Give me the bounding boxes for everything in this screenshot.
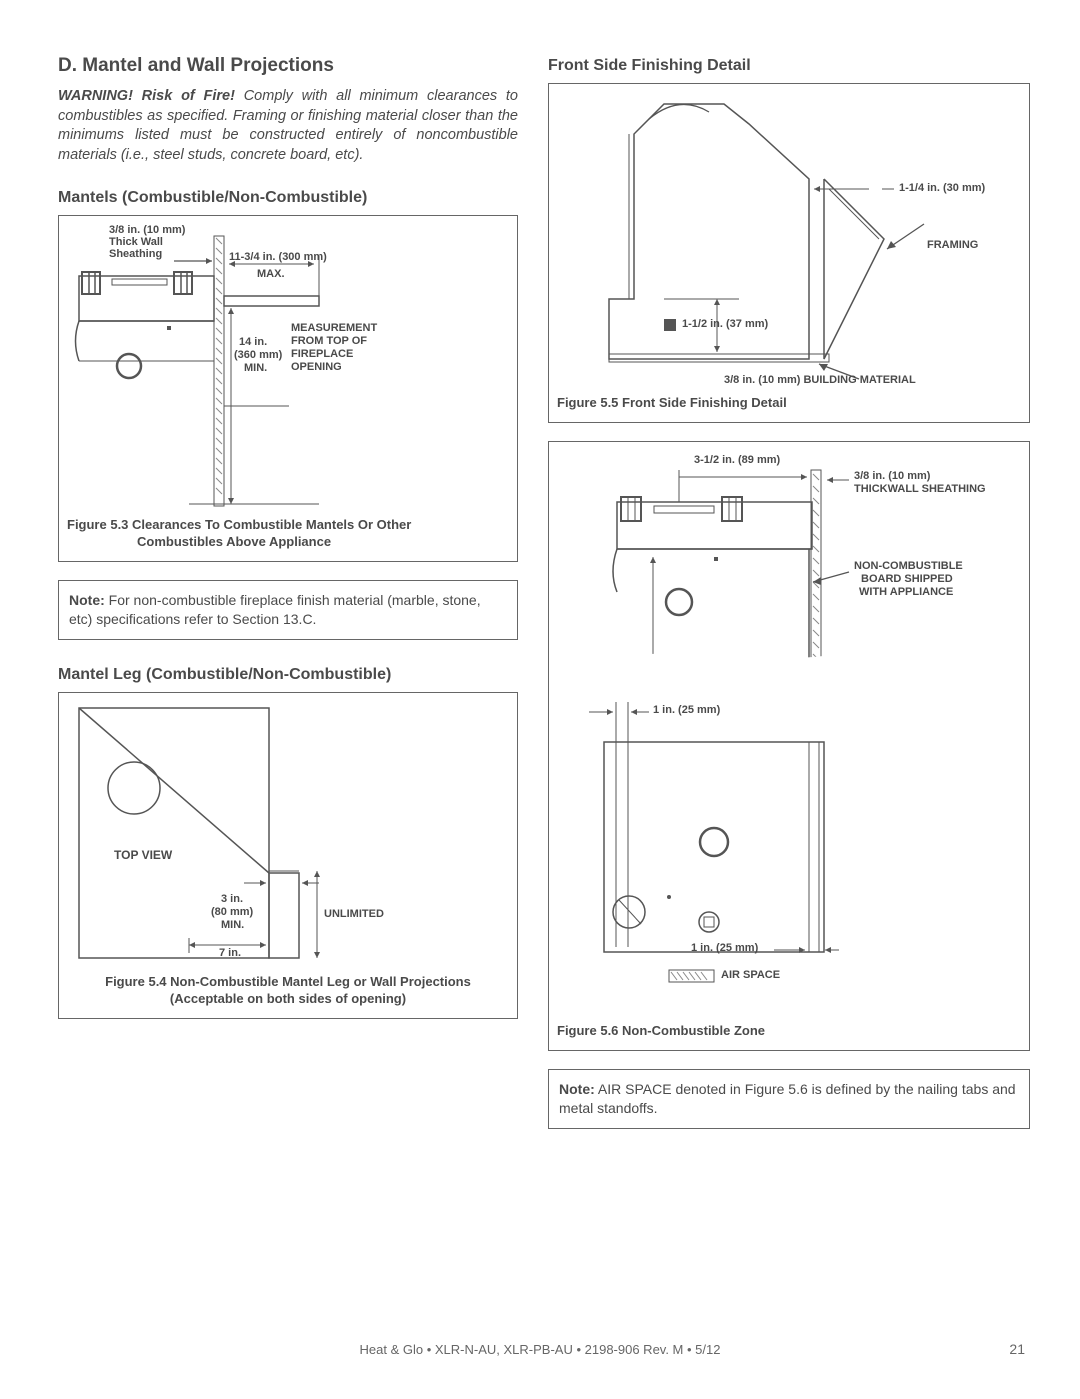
page-footer: Heat & Glo • XLR-N-AU, XLR-PB-AU • 2198-… — [0, 1342, 1080, 1357]
fig53-max: MAX. — [257, 268, 285, 280]
figure-5-6: 3-1/2 in. (89 mm) 3/8 in. (10 mm) THICKW… — [548, 441, 1030, 1051]
left-column: D. Mantel and Wall Projections WARNING! … — [58, 55, 518, 1155]
fig53-diagram: 3/8 in. (10 mm) Thick Wall Sheathing 11-… — [59, 216, 517, 511]
fig55-dim1: 1-1/4 in. (30 mm) — [899, 182, 985, 194]
fig55-dim2: 1-1/2 in. (37 mm) — [682, 318, 768, 330]
fig54-topview: TOP VIEW — [114, 848, 172, 862]
fig56-lbl3: WITH APPLIANCE — [859, 586, 953, 598]
fig55-diagram: 1-1/4 in. (30 mm) FRAMING 1-1/2 in. (37 … — [549, 84, 1029, 389]
fig54-caption: Figure 5.4 Non-Combustible Mantel Leg or… — [105, 974, 471, 989]
note1-label: Note: — [69, 592, 105, 608]
mantel-leg-heading: Mantel Leg (Combustible/Non-Combustible) — [58, 666, 518, 684]
note2-label: Note: — [559, 1081, 595, 1097]
fig56-svg — [549, 442, 1019, 1017]
fig53-meas2: FROM TOP OF — [291, 335, 367, 347]
warning-label: WARNING! Risk of Fire! — [58, 88, 235, 104]
fig56-dim3: 1 in. (25 mm) — [653, 704, 720, 716]
figure-5-4: TOP VIEW 3 in. (80 mm) MIN. UNLIMITED 7 … — [58, 692, 518, 1019]
fig53-min: MIN. — [244, 362, 267, 374]
note-1: Note: For non-combustible fireplace fini… — [58, 580, 518, 640]
fig56-caption: Figure 5.6 Non-Combustible Zone — [549, 1017, 1029, 1050]
fig53-meas1: MEASUREMENT — [291, 322, 377, 334]
fig53-maxdim: 11-3/4 in. (300 mm) — [229, 251, 327, 263]
figure-5-5: 1-1/4 in. (30 mm) FRAMING 1-1/2 in. (37 … — [548, 83, 1030, 423]
fig54-dim1a: 3 in. — [221, 893, 243, 905]
front-side-heading: Front Side Finishing Detail — [548, 57, 1030, 75]
note-2: Note: AIR SPACE denoted in Figure 5.6 is… — [548, 1069, 1030, 1129]
fig53-sheath2: Thick Wall — [109, 236, 163, 248]
fig53-sheath1: 3/8 in. (10 mm) — [109, 224, 185, 236]
right-column: Front Side Finishing Detail — [548, 55, 1030, 1155]
fig54-unlim: UNLIMITED — [324, 908, 384, 920]
fig53-meas3: FIREPLACE — [291, 348, 353, 360]
fig53-meas4: OPENING — [291, 361, 342, 373]
mantels-heading: Mantels (Combustible/Non-Combustible) — [58, 189, 518, 207]
fig55-framing: FRAMING — [927, 239, 978, 251]
fig56-dim2b: THICKWALL SHEATHING — [854, 483, 986, 495]
fig56-diagram: 3-1/2 in. (89 mm) 3/8 in. (10 mm) THICKW… — [549, 442, 1029, 1017]
fig54-dim1c: MIN. — [221, 919, 244, 931]
fig55-dim3: 3/8 in. (10 mm) BUILDING MATERIAL — [724, 374, 916, 386]
fig54-caption-sub: (Acceptable on both sides of opening) — [170, 991, 406, 1006]
fig56-lbl2: BOARD SHIPPED — [861, 573, 953, 585]
fig53-mindim: 14 in. — [239, 336, 267, 348]
page-number: 21 — [1009, 1341, 1025, 1357]
section-heading: D. Mantel and Wall Projections — [58, 55, 518, 77]
fig54-dim1b: (80 mm) — [211, 906, 253, 918]
fig53-caption: Figure 5.3 Clearances To Combustible Man… — [67, 517, 411, 532]
fig56-dim4: 1 in. (25 mm) — [691, 942, 758, 954]
page-content: D. Mantel and Wall Projections WARNING! … — [0, 0, 1080, 1155]
fig56-air: AIR SPACE — [721, 969, 780, 981]
fig53-caption-wrap: Figure 5.3 Clearances To Combustible Man… — [59, 511, 517, 561]
note1-text: For non-combustible fireplace finish mat… — [69, 592, 481, 627]
fig56-lbl1: NON-COMBUSTIBLE — [854, 560, 963, 572]
fig54-dim2: 7 in. — [219, 947, 241, 959]
fig56-dim1: 3-1/2 in. (89 mm) — [694, 454, 780, 466]
fig55-caption: Figure 5.5 Front Side Finishing Detail — [549, 389, 1029, 422]
fig53-mindim2: (360 mm) — [234, 349, 282, 361]
fig55-svg — [549, 84, 1019, 389]
note2-text: AIR SPACE denoted in Figure 5.6 is defin… — [559, 1081, 1016, 1116]
fig53-sheath3: Sheathing — [109, 248, 162, 260]
fig56-dim2: 3/8 in. (10 mm) — [854, 470, 930, 482]
fig54-diagram: TOP VIEW 3 in. (80 mm) MIN. UNLIMITED 7 … — [59, 693, 517, 968]
fig53-caption-sub: Combustibles Above Appliance — [67, 534, 509, 551]
fig54-caption-wrap: Figure 5.4 Non-Combustible Mantel Leg or… — [59, 968, 517, 1018]
warning-paragraph: WARNING! Risk of Fire! Comply with all m… — [58, 87, 518, 165]
figure-5-3: 3/8 in. (10 mm) Thick Wall Sheathing 11-… — [58, 215, 518, 562]
fig54-svg — [59, 693, 519, 968]
